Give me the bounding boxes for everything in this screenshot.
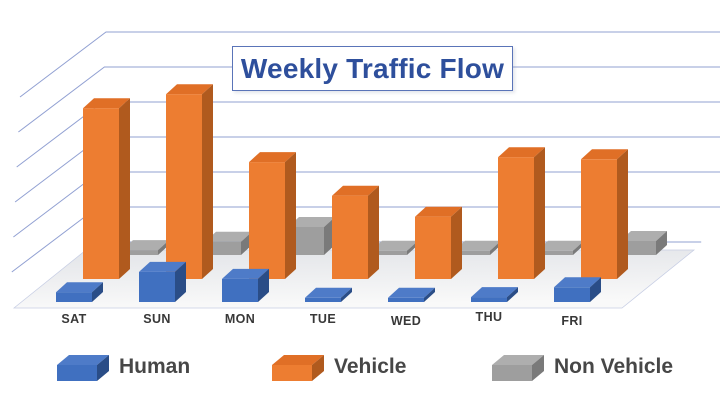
- category-label-sat: SAT: [61, 312, 87, 326]
- category-label-thu: THU: [475, 310, 503, 324]
- bar-human-tue: [305, 287, 352, 302]
- category-label-fri: FRI: [561, 314, 583, 328]
- legend-label-vehicle: Vehicle: [334, 355, 407, 378]
- category-label-tue: TUE: [309, 312, 337, 326]
- bar-human-wed: [388, 287, 435, 302]
- legend-item-non-vehicle: Non Vehicle: [492, 350, 673, 384]
- bar-vehicle-wed: [415, 206, 462, 279]
- chart-title-box: Weekly Traffic Flow: [232, 46, 513, 91]
- human-series-cube-icon: [57, 353, 109, 382]
- gridline: [19, 31, 720, 98]
- bar-vehicle-tue: [332, 185, 379, 279]
- category-label-wed: WED: [390, 314, 422, 328]
- bar-human-fri: [554, 277, 601, 302]
- bar-vehicle-mon: [249, 152, 296, 279]
- legend-item-vehicle: Vehicle: [272, 350, 406, 384]
- legend-item-human: Human: [57, 350, 190, 384]
- bar-human-thu: [471, 287, 518, 302]
- gridline: [18, 66, 720, 133]
- bar-vehicle-fri: [581, 149, 628, 279]
- category-label-mon: MON: [224, 312, 256, 326]
- bar-vehicle-sat: [83, 98, 130, 279]
- bar-vehicle-thu: [498, 147, 545, 279]
- non-vehicle-series-cube-icon: [492, 353, 544, 382]
- legend-label-human: Human: [119, 355, 191, 378]
- category-label-sun: SUN: [143, 312, 171, 326]
- bar-human-sat: [56, 282, 103, 302]
- bar-non-vehicle-fri: [620, 231, 667, 255]
- legend: Human Vehicle Non Vehicle: [0, 350, 720, 390]
- bar-human-sun: [139, 261, 186, 302]
- vehicle-series-cube-icon: [272, 353, 324, 382]
- chart-title: Weekly Traffic Flow: [240, 52, 505, 84]
- bar-vehicle-sun: [166, 84, 213, 279]
- bar-human-mon: [222, 268, 269, 302]
- legend-label-non-vehicle: Non Vehicle: [554, 355, 674, 378]
